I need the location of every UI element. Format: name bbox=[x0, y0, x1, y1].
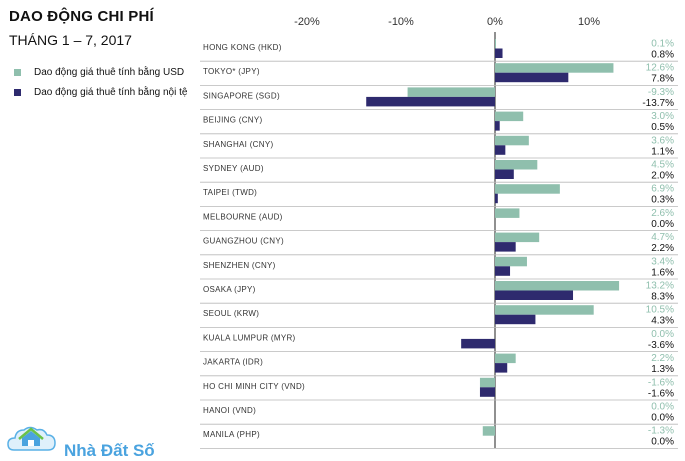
bar-usd bbox=[407, 87, 495, 97]
bar-local bbox=[495, 121, 500, 131]
bar-local bbox=[495, 363, 508, 373]
value-label-local: 8.3% bbox=[651, 292, 674, 303]
bar-local bbox=[495, 145, 506, 155]
category-label: SEOUL (KRW) bbox=[203, 309, 259, 318]
category-label: TAIPEI (TWD) bbox=[203, 188, 257, 197]
value-label-local: -3.6% bbox=[648, 340, 674, 351]
value-label-local: 1.3% bbox=[651, 364, 674, 375]
bar-local bbox=[495, 193, 498, 204]
value-label-usd: 3.6% bbox=[651, 135, 674, 146]
value-label-usd: 0.1% bbox=[651, 39, 674, 50]
value-label-usd: -1.6% bbox=[648, 377, 674, 388]
legend-item-usd: Dao động giá thuê tính bằng USD bbox=[14, 66, 194, 79]
bar-usd bbox=[495, 184, 560, 194]
legend-item-local: Dao động giá thuê tính bằng nội tệ bbox=[14, 86, 194, 99]
bar-local bbox=[495, 314, 536, 325]
bar-usd bbox=[495, 256, 527, 267]
category-label: MANILA (PHP) bbox=[203, 430, 260, 439]
legend-label-usd: Dao động giá thuê tính bằng USD bbox=[34, 67, 185, 78]
bar-local bbox=[495, 48, 503, 58]
value-label-usd: 0.0% bbox=[651, 329, 674, 340]
category-label: JAKARTA (IDR) bbox=[203, 358, 263, 367]
value-label-usd: 6.9% bbox=[651, 184, 674, 195]
bar-local bbox=[495, 266, 511, 276]
bar-usd bbox=[495, 39, 496, 49]
value-label-usd: 2.6% bbox=[651, 208, 674, 219]
value-label-local: 1.6% bbox=[651, 267, 674, 278]
value-label-local: 2.0% bbox=[651, 171, 674, 182]
value-label-usd: 0.0% bbox=[651, 402, 674, 413]
category-label: OSAKA (JPY) bbox=[203, 285, 256, 294]
value-label-local: 0.3% bbox=[651, 195, 674, 206]
category-label: SHENZHEN (CNY) bbox=[203, 261, 276, 270]
value-label-usd: 4.7% bbox=[651, 232, 674, 243]
value-label-local: 0.8% bbox=[651, 50, 674, 61]
value-label-local: 1.1% bbox=[651, 146, 674, 157]
value-label-usd: -9.3% bbox=[648, 87, 674, 98]
legend-swatch-usd bbox=[14, 69, 21, 76]
bar-local bbox=[366, 96, 495, 107]
category-label: SYDNEY (AUD) bbox=[203, 164, 264, 173]
value-label-usd: 13.2% bbox=[646, 281, 674, 292]
value-label-usd: 12.6% bbox=[646, 63, 674, 74]
value-label-local: 7.8% bbox=[651, 74, 674, 85]
bar-local bbox=[461, 338, 495, 349]
chart-subtitle: THÁNG 1 – 7, 2017 bbox=[9, 32, 132, 48]
value-label-local: 0.0% bbox=[651, 219, 674, 230]
logo-text: Nhà Đất Số bbox=[64, 441, 155, 460]
value-label-local: 0.5% bbox=[651, 122, 674, 133]
value-label-local: 0.0% bbox=[651, 413, 674, 424]
bar-usd bbox=[495, 353, 516, 364]
category-label: GUANGZHOU (CNY) bbox=[203, 237, 284, 246]
bar-usd bbox=[495, 208, 520, 218]
x-tick-label: -10% bbox=[388, 16, 414, 28]
category-label: SINGAPORE (SGD) bbox=[203, 91, 280, 100]
bar-usd bbox=[495, 232, 540, 243]
bar-usd bbox=[479, 377, 495, 388]
value-label-local: 0.0% bbox=[651, 437, 674, 448]
value-label-usd: 3.0% bbox=[651, 111, 674, 122]
category-label: BEIJING (CNY) bbox=[203, 116, 262, 125]
category-label: HO CHI MINH CITY (VND) bbox=[203, 382, 305, 391]
category-label: TOKYO* (JPY) bbox=[203, 67, 260, 76]
legend: Dao động giá thuê tính bằng USD Dao động… bbox=[14, 66, 194, 106]
value-label-local: 2.2% bbox=[651, 243, 674, 254]
category-label: KUALA LUMPUR (MYR) bbox=[203, 333, 296, 342]
value-label-usd: 4.5% bbox=[651, 160, 674, 171]
value-label-usd: 2.2% bbox=[651, 353, 674, 364]
value-label-local: 4.3% bbox=[651, 316, 674, 327]
house-cloud-icon bbox=[6, 416, 166, 452]
value-label-local: -13.7% bbox=[642, 98, 674, 109]
category-label: HANOI (VND) bbox=[203, 406, 256, 415]
legend-swatch-local bbox=[14, 89, 21, 96]
x-tick-label: -20% bbox=[294, 16, 320, 28]
x-tick-label: 10% bbox=[578, 16, 600, 28]
category-label: MELBOURNE (AUD) bbox=[203, 212, 283, 221]
category-label: HONG KONG (HKD) bbox=[203, 43, 282, 52]
value-label-usd: 3.4% bbox=[651, 256, 674, 267]
value-label-usd: 10.5% bbox=[646, 305, 674, 316]
bar-usd bbox=[495, 305, 594, 315]
bar-local bbox=[495, 72, 569, 83]
bar-usd bbox=[495, 63, 614, 73]
category-label: SHANGHAI (CNY) bbox=[203, 140, 273, 149]
bar-usd bbox=[495, 135, 529, 146]
bar-local bbox=[495, 242, 516, 252]
bar-usd bbox=[495, 160, 538, 170]
bar-usd bbox=[482, 426, 495, 436]
value-label-usd: -1.3% bbox=[648, 426, 674, 437]
value-label-local: -1.6% bbox=[648, 388, 674, 399]
chart-title: DAO ĐỘNG CHI PHÍ bbox=[9, 8, 154, 25]
legend-label-local: Dao động giá thuê tính bằng nội tệ bbox=[34, 87, 188, 98]
x-tick-label: 0% bbox=[487, 16, 503, 28]
bar-usd bbox=[495, 111, 524, 122]
bar-local bbox=[479, 387, 495, 397]
bar-local bbox=[495, 169, 514, 179]
bar-usd bbox=[495, 281, 620, 291]
bar-local bbox=[495, 290, 574, 300]
